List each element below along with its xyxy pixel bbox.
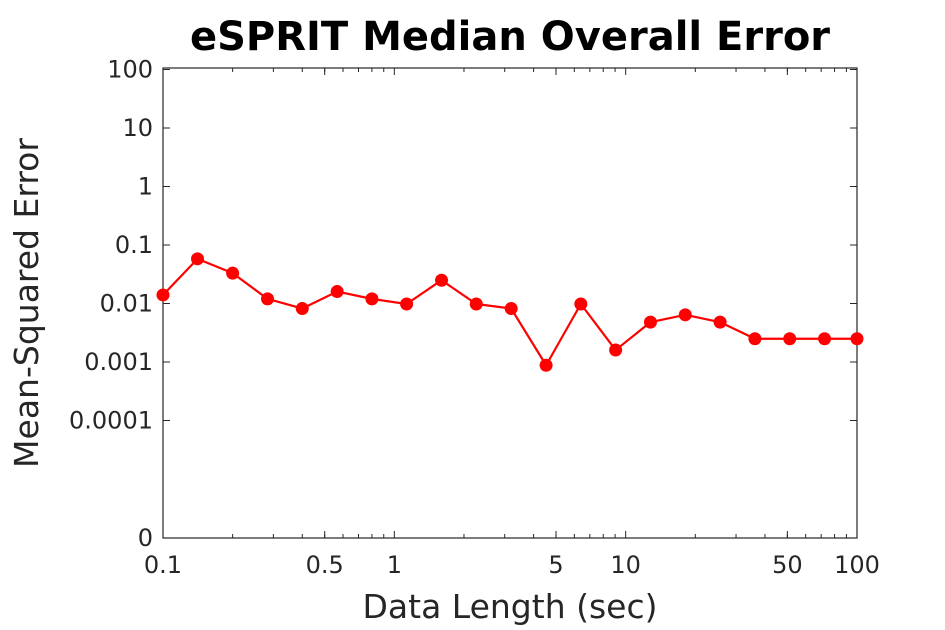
data-point: [783, 332, 797, 346]
x-tick-label: 50: [772, 551, 803, 579]
data-point: [713, 315, 727, 329]
data-point: [818, 332, 832, 346]
data-point: [261, 292, 275, 306]
y-tick-label: 0.01: [100, 290, 153, 318]
data-point: [850, 332, 864, 346]
x-tick-label: 0.5: [306, 551, 344, 579]
series-layer: [156, 252, 864, 372]
x-tick-label: 100: [834, 551, 880, 579]
data-point: [643, 315, 657, 329]
x-tick-label: 1: [387, 551, 402, 579]
data-point: [609, 343, 623, 357]
chart-title: eSPRIT Median Overall Error: [190, 14, 830, 60]
x-tick-label: 0.1: [144, 551, 182, 579]
x-tick-label: 10: [610, 551, 641, 579]
data-point: [678, 308, 692, 322]
y-tick-label: 0.0001: [69, 407, 153, 435]
data-point: [435, 273, 449, 287]
y-tick-label: 100: [107, 56, 153, 84]
data-point: [504, 302, 518, 316]
y-tick-label: 0.001: [84, 348, 153, 376]
data-point: [539, 358, 553, 372]
data-point: [365, 292, 379, 306]
data-point: [400, 297, 414, 311]
y-tick-label: 1: [138, 173, 153, 201]
data-point: [226, 266, 240, 280]
y-tick-label: 0.1: [115, 231, 153, 259]
x-tick-labels: 0.1 0.5 1 5 10 50 100: [144, 551, 880, 579]
data-point: [191, 252, 205, 266]
data-point: [330, 285, 344, 299]
y-tick-labels: 0 0.0001 0.001 0.01 0.1 1 10 100: [69, 56, 153, 553]
data-point: [295, 302, 309, 316]
data-point: [156, 288, 170, 302]
y-tick-label: 10: [122, 114, 153, 142]
x-axis-label: Data Length (sec): [363, 587, 658, 626]
y-tick-label: 0: [138, 524, 153, 552]
tick-marks: [162, 68, 858, 539]
data-point: [469, 297, 483, 311]
data-point: [574, 297, 588, 311]
data-point: [748, 332, 762, 346]
y-axis-label: Mean-Squared Error: [7, 138, 46, 468]
x-tick-label: 5: [548, 551, 563, 579]
